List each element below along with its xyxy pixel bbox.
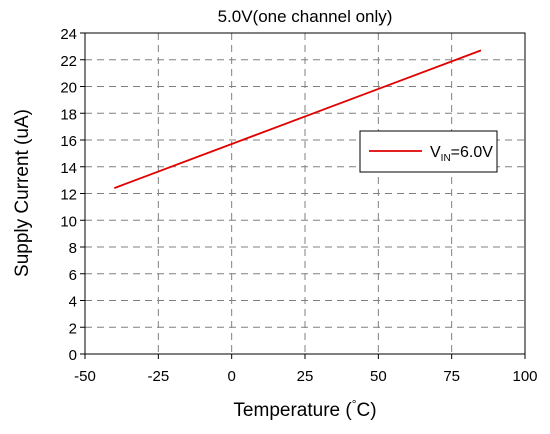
x-axis-label: Temperature (°C)	[233, 397, 376, 421]
series-layer	[113, 49, 482, 189]
legend-label-subscript: IN	[441, 153, 451, 164]
y-tick-label: 10	[60, 213, 77, 230]
y-tick-label: 0	[69, 347, 77, 364]
x-tick-label: 100	[512, 368, 537, 385]
legend: VIN=6.0V	[359, 130, 498, 173]
x-tick-label: 75	[443, 368, 460, 385]
y-tick-label: 24	[60, 26, 77, 43]
x-axis-label-unit: C)	[357, 400, 377, 421]
x-tick-label: -25	[147, 368, 169, 385]
series-line-vin-6v	[113, 49, 482, 189]
legend-label-suffix: =6.0V	[451, 144, 494, 161]
y-axis-label: Supply Current (uA)	[12, 109, 33, 277]
x-tick-label: 0	[227, 368, 235, 385]
y-tick-label: 2	[69, 320, 77, 337]
y-tick-label: 12	[60, 187, 77, 204]
y-tick-label: 16	[60, 133, 77, 150]
x-axis-label-degree: °	[352, 397, 357, 411]
y-tick-label: 4	[69, 294, 77, 311]
x-axis-label-main: Temperature (	[233, 400, 352, 421]
chart-title: 5.0V(one channel only)	[218, 7, 393, 26]
y-tick-label: 8	[69, 240, 77, 257]
y-tick-label: 14	[60, 160, 77, 177]
x-tick-label: -50	[74, 368, 96, 385]
y-tick-label: 18	[60, 106, 77, 123]
y-tick-label: 22	[60, 53, 77, 70]
y-tick-label: 20	[60, 80, 77, 97]
legend-series-label: VIN=6.0V	[430, 144, 493, 164]
x-tick-label: 50	[370, 368, 387, 385]
grid-lines	[85, 33, 525, 354]
y-tick-label: 6	[69, 267, 77, 284]
x-tick-label: 25	[297, 368, 314, 385]
legend-label-prefix: V	[430, 144, 441, 161]
